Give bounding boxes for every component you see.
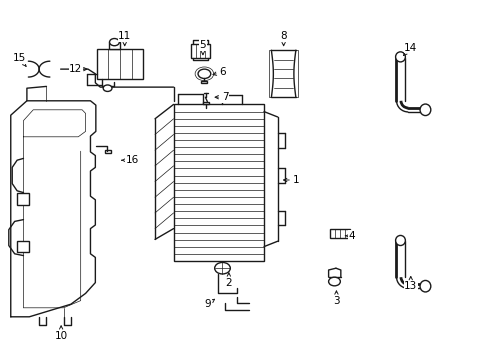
Text: 4: 4 [345,231,355,241]
Text: 11: 11 [118,31,131,46]
Text: 12: 12 [69,64,87,74]
Bar [268,50,298,97]
Bar [105,150,111,153]
Text: 2: 2 [225,273,232,288]
Text: 9: 9 [204,299,214,309]
Text: 13: 13 [403,276,417,291]
Text: 8: 8 [280,31,286,46]
Text: 16: 16 [122,155,139,165]
Text: 1: 1 [283,175,299,185]
Text: 7: 7 [215,92,228,102]
Bar [329,229,349,238]
Bar [109,42,120,49]
Text: 5: 5 [199,40,206,55]
Ellipse shape [395,235,405,246]
Ellipse shape [419,280,430,292]
Bar [17,193,29,205]
Bar [17,241,29,252]
Text: 10: 10 [55,326,67,341]
Text: 6: 6 [213,67,225,77]
Ellipse shape [395,52,405,62]
Circle shape [109,39,119,46]
Text: 14: 14 [403,42,417,55]
Bar [201,81,207,83]
Ellipse shape [419,104,430,116]
Bar [203,102,209,104]
Text: 3: 3 [332,291,339,306]
Bar [173,104,264,261]
Circle shape [328,277,340,286]
Bar [190,44,210,58]
Text: 15: 15 [13,53,26,66]
Circle shape [198,69,210,78]
Circle shape [214,262,230,274]
Circle shape [103,85,112,91]
Bar [97,49,143,79]
